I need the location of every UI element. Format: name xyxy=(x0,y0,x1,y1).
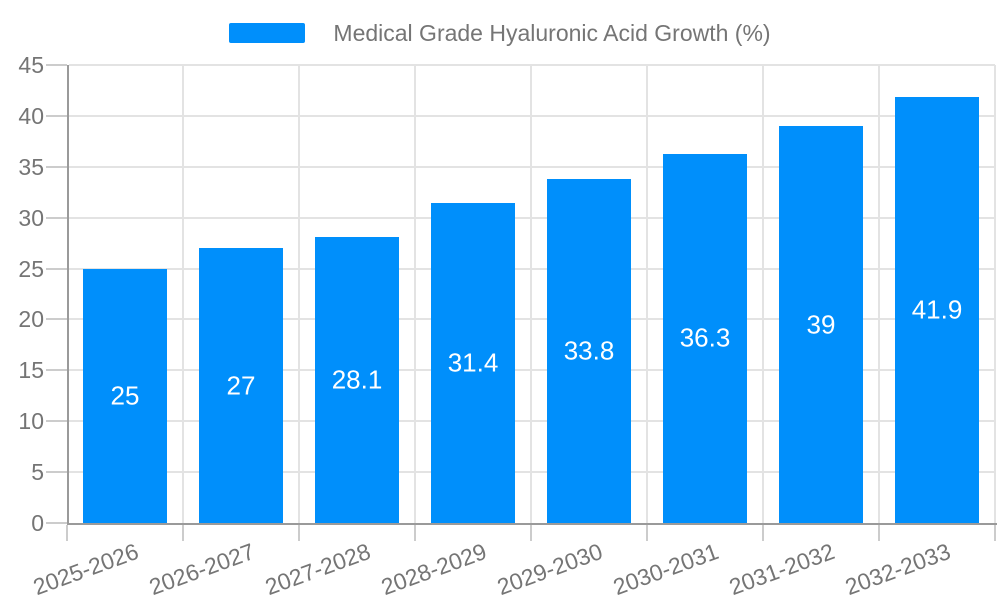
x-axis-tick xyxy=(414,525,416,541)
y-axis-line xyxy=(67,65,69,525)
y-axis-label: 40 xyxy=(18,102,44,129)
y-axis-label: 35 xyxy=(18,153,44,180)
y-axis-tick xyxy=(46,420,67,423)
bar-value-label: 33.8 xyxy=(563,335,615,366)
legend[interactable]: Medical Grade Hyaluronic Acid Growth (%) xyxy=(0,20,1000,46)
bar-value-label: 39 xyxy=(806,309,836,340)
x-axis-tick xyxy=(298,525,300,541)
x-axis-tick xyxy=(878,525,880,541)
bar-value-label: 25 xyxy=(110,380,140,411)
x-axis-tick xyxy=(994,525,996,541)
bar-value-label: 28.1 xyxy=(331,364,383,395)
y-axis-tick xyxy=(46,114,67,117)
x-axis-line xyxy=(67,523,997,525)
y-axis-label: 25 xyxy=(18,255,44,282)
x-axis-label-2029-2030: 2029-2030 xyxy=(493,538,606,600)
gridline-vertical xyxy=(530,65,532,523)
x-axis-tick xyxy=(762,525,764,541)
y-axis-tick xyxy=(46,522,67,524)
y-axis-tick xyxy=(46,165,67,168)
x-axis-label-2030-2031: 2030-2031 xyxy=(609,538,722,600)
y-axis-label: 30 xyxy=(18,204,44,231)
y-axis-tick xyxy=(46,64,67,66)
y-axis-tick xyxy=(46,318,67,321)
y-axis-label: 0 xyxy=(31,510,44,536)
bar-2030-2031[interactable]: 36.3 xyxy=(663,153,747,523)
bar-2028-2029[interactable]: 31.4 xyxy=(431,203,515,523)
legend-swatch-icon xyxy=(229,23,306,43)
gridline-vertical xyxy=(878,65,880,523)
x-axis-label-2026-2027: 2026-2027 xyxy=(145,538,258,600)
gridline-horizontal xyxy=(69,318,995,321)
bar-2027-2028[interactable]: 28.1 xyxy=(315,237,399,523)
y-axis-label: 15 xyxy=(18,357,44,384)
gridline-horizontal xyxy=(69,216,995,219)
x-axis-tick xyxy=(530,525,532,541)
y-axis-label: 45 xyxy=(18,52,44,78)
y-axis-tick xyxy=(46,471,67,474)
y-axis-tick xyxy=(46,216,67,219)
gridline-horizontal xyxy=(69,471,995,474)
bar-value-label: 31.4 xyxy=(447,347,499,378)
gridline-horizontal xyxy=(69,369,995,372)
x-axis-tick xyxy=(182,525,184,541)
gridline-horizontal xyxy=(69,420,995,423)
x-axis-label-2025-2026: 2025-2026 xyxy=(29,538,142,600)
x-axis-label-2031-2032: 2031-2032 xyxy=(725,538,838,600)
bar-2026-2027[interactable]: 27 xyxy=(199,248,283,523)
y-axis-label: 10 xyxy=(18,408,44,435)
bar-2032-2033[interactable]: 41.9 xyxy=(895,96,979,523)
legend-label: Medical Grade Hyaluronic Acid Growth (%) xyxy=(333,20,771,46)
gridline-vertical xyxy=(298,65,300,523)
bar-value-label: 36.3 xyxy=(679,322,731,353)
gridline-vertical xyxy=(646,65,648,523)
x-axis-label-2027-2028: 2027-2028 xyxy=(261,538,374,600)
x-axis-tick xyxy=(646,525,648,541)
gridline-vertical xyxy=(182,65,184,523)
y-axis-label: 20 xyxy=(18,306,44,333)
y-axis-tick xyxy=(46,267,67,270)
gridline-horizontal xyxy=(69,165,995,168)
y-axis-label: 5 xyxy=(31,459,44,486)
x-axis-label-2028-2029: 2028-2029 xyxy=(377,538,490,600)
bar-value-label: 41.9 xyxy=(911,294,963,325)
gridline-horizontal xyxy=(69,267,995,270)
gridline-horizontal xyxy=(69,64,995,66)
gridline-vertical xyxy=(414,65,416,523)
gridline-vertical xyxy=(994,65,996,523)
x-axis-label-2032-2033: 2032-2033 xyxy=(841,538,954,600)
bar-value-label: 27 xyxy=(226,370,256,401)
bar-2025-2026[interactable]: 25 xyxy=(83,268,167,523)
bar-2031-2032[interactable]: 39 xyxy=(779,126,863,523)
gridline-horizontal xyxy=(69,114,995,117)
x-axis-tick xyxy=(66,525,68,541)
bar-2029-2030[interactable]: 33.8 xyxy=(547,178,631,523)
gridline-vertical xyxy=(762,65,764,523)
y-axis-tick xyxy=(46,369,67,372)
